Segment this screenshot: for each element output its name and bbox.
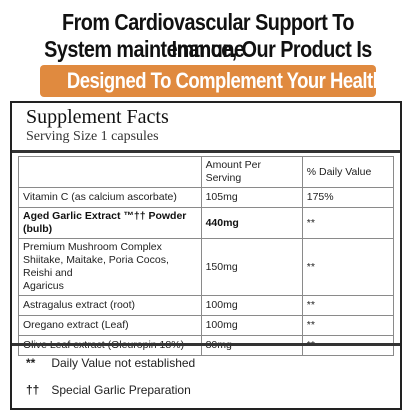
footnote-text: Special Garlic Preparation (51, 383, 191, 397)
ingredient-amount: 440mg (200, 207, 303, 239)
facts-table: Amount Per Serving % Daily Value Vitamin… (18, 156, 395, 356)
ingredient-dv: ** (301, 315, 395, 336)
ingredient-amount: 100mg (200, 315, 303, 336)
table-row: Premium Mushroom Complex Shiitake, Maita… (18, 238, 395, 296)
ingredient-dv: ** (301, 238, 395, 296)
footnote-symbol: ** (26, 356, 36, 370)
supplement-facts-panel: Supplement Facts Serving Size 1 capsules… (10, 101, 402, 410)
ingredient-name: Astragalus extract (root) (18, 295, 202, 316)
table-row: Vitamin C (as calcium ascorbate) 105mg 1… (18, 187, 395, 208)
headline-line-1: From Cardiovascular Support To Immune (62, 9, 354, 62)
ingredient-amount: 105mg (200, 187, 303, 208)
ingredient-dv: ** (301, 207, 395, 239)
footnote-text: Daily Value not established (51, 356, 196, 370)
header-cell-dv: % Daily Value (301, 156, 395, 188)
serving-size: Serving Size 1 capsules (26, 129, 159, 144)
headline-line-2: System maintenance, Our Product Is (44, 36, 372, 62)
ingredient-name: Vitamin C (as calcium ascorbate) (18, 187, 202, 208)
header-cell-ingredient (18, 156, 202, 188)
header-cell-amount: Amount Per Serving (200, 156, 303, 188)
ingredient-dv: ** (301, 295, 395, 316)
ingredient-dv: 175% (301, 187, 395, 208)
ingredient-amount: 100mg (200, 295, 303, 316)
headline-banner: Designed To Complement Your Health (40, 65, 384, 97)
banner-text: Designed To Complement Your Health (66, 68, 384, 93)
table-bottom-divider (12, 343, 400, 346)
table-row: Aged Garlic Extract ™†† Powder (bulb) 44… (18, 207, 395, 239)
ingredient-amount: 150mg (200, 238, 303, 296)
title-divider (12, 150, 400, 153)
panel-title: Supplement Facts (26, 106, 169, 128)
ingredient-name: Aged Garlic Extract ™†† Powder (bulb) (18, 207, 202, 239)
table-row: Astragalus extract (root) 100mg ** (18, 295, 395, 316)
footnote-symbol: †† (26, 383, 40, 397)
ingredient-name: Oregano extract (Leaf) (18, 315, 202, 336)
footnote-daily-value: ** Daily Value not established (26, 356, 195, 370)
header-row: Amount Per Serving % Daily Value (18, 156, 395, 188)
table-row: Oregano extract (Leaf) 100mg ** (18, 315, 395, 336)
footnote-garlic: †† Special Garlic Preparation (26, 383, 191, 397)
ingredient-name: Premium Mushroom Complex Shiitake, Maita… (18, 238, 202, 296)
